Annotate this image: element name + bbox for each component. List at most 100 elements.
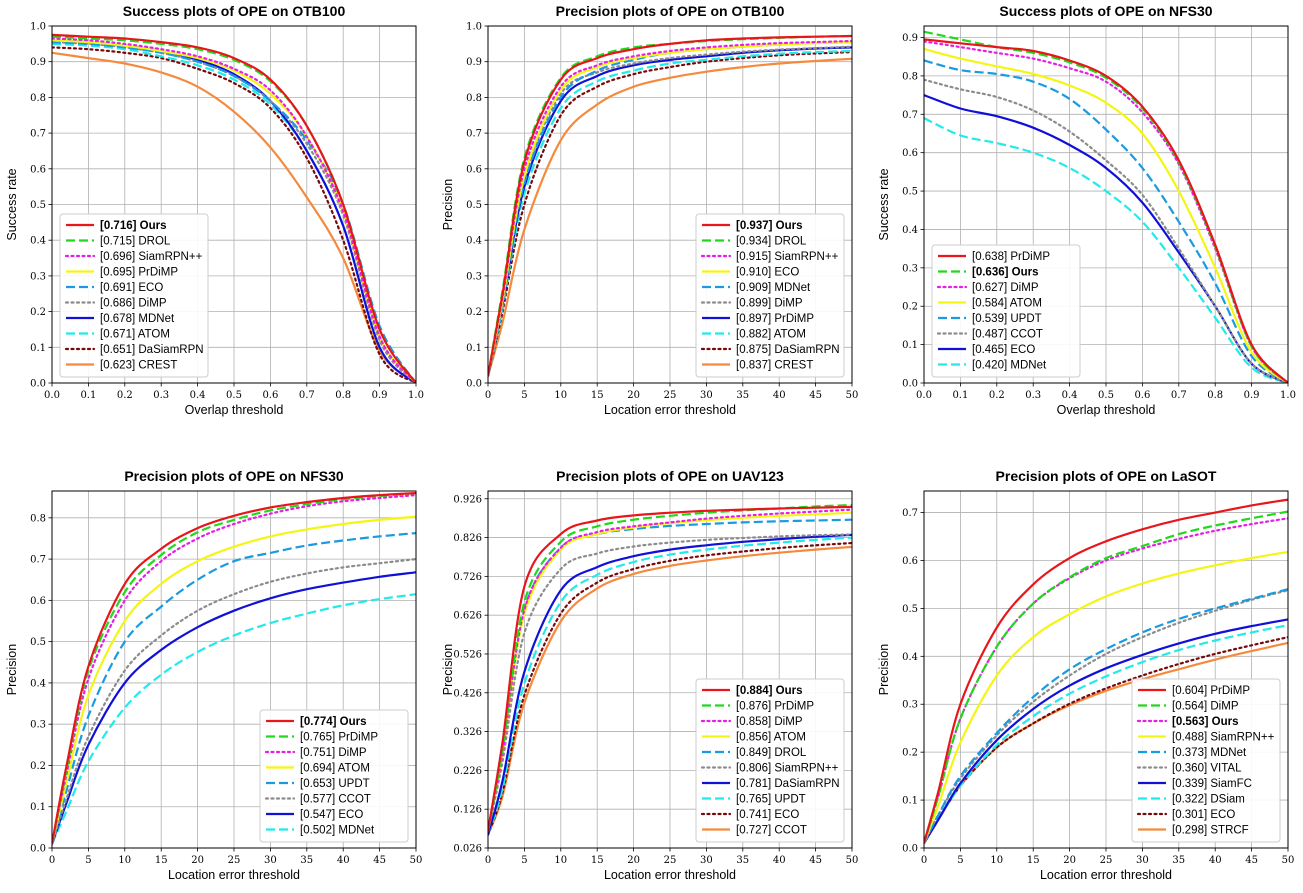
legend-name: ECO [774, 809, 799, 821]
y-tick-label: 0.4 [30, 236, 46, 247]
legend-score: [0.781] [736, 778, 771, 790]
chart-panel-1: 0.0 0.1 0.2 0.3 0.4 0.5 0.6 0.7 0.8 0.9 1.0 0.0 0.1 0… [5, 3, 424, 417]
legend-entry: [0.564] DiMP [1172, 701, 1239, 713]
legend-name: PrDiMP [1010, 251, 1050, 263]
legend-score: [0.691] [100, 282, 135, 294]
legend-entry: [0.781] DaSiamRPN [736, 778, 840, 790]
y-tick-label: 0.426 [453, 688, 482, 699]
y-tick-label: 0.2 [902, 302, 918, 313]
x-tick-label: 10 [554, 390, 567, 401]
legend-entry: [0.322] DSiam [1172, 794, 1245, 806]
x-tick-label: 15 [1027, 855, 1040, 866]
x-axis-label: Overlap threshold [1057, 403, 1156, 417]
series-line-prdimp [488, 46, 852, 377]
series-line-updt [924, 59, 1288, 383]
legend-score: [0.360] [1172, 763, 1207, 775]
x-tick-label: 5 [957, 855, 963, 866]
legend-entry: [0.837] CREST [736, 360, 813, 372]
chart-title: Precision plots of OPE on LaSOT [996, 468, 1217, 484]
legend-entry: [0.577] CCOT [300, 794, 371, 806]
y-tick-label: 0.9 [902, 33, 918, 44]
chart-panel-6: 0 5 10 15 20 25 30 35 40 45 50 0.0 0.1 0.2 0.3 0.4 0.5 0.… [877, 468, 1294, 882]
legend-score: [0.651] [100, 344, 135, 356]
series-line-ours [488, 505, 852, 832]
x-tick-label: 30 [264, 855, 277, 866]
legend-name: ATOM [1010, 298, 1042, 310]
legend-score: [0.915] [736, 251, 771, 263]
x-tick-label: 25 [1100, 855, 1113, 866]
y-axis-label: Success rate [5, 168, 19, 240]
series-line-mdnet [52, 593, 416, 845]
chart-panel-3: 0.0 0.1 0.2 0.3 0.4 0.5 0.6 0.7 0.8 0.9 1.0 0.0 0.1 0… [877, 3, 1296, 417]
x-tick-label: 25 [664, 855, 677, 866]
legend-name: DROL [138, 236, 171, 248]
y-tick-label: 0.3 [902, 700, 918, 711]
legend-entry: [0.695] PrDiMP [100, 267, 178, 279]
legend-box [59, 213, 209, 378]
legend-score: [0.539] [972, 313, 1007, 325]
x-tick-label: 25 [228, 855, 241, 866]
x-tick-label: 30 [700, 855, 713, 866]
y-tick-label: 0.4 [902, 652, 918, 663]
legend-name: ATOM [338, 763, 370, 775]
series-line-ccot [488, 545, 852, 836]
y-tick-label: 0.2 [30, 761, 46, 772]
legend-score: [0.373] [1172, 747, 1207, 759]
legend-entry: [0.727] CCOT [736, 825, 807, 837]
legend-score: [0.806] [736, 763, 771, 775]
legend-name: DSiam [1210, 794, 1245, 806]
legend-name: VITAL [1210, 763, 1242, 775]
legend-score: [0.584] [972, 298, 1007, 310]
series-line-atom [924, 47, 1288, 383]
legend-name: SiamRPN++ [138, 251, 202, 263]
legend-name: ATOM [774, 732, 806, 744]
x-tick-label: 10 [554, 855, 567, 866]
legend-name: DaSiamRPN [774, 344, 839, 356]
y-tick-label: 0.826 [453, 533, 482, 544]
series-line-eco [924, 636, 1288, 845]
x-tick-label: 0.8 [1207, 390, 1223, 401]
legend-entry: [0.373] MDNet [1172, 747, 1247, 759]
y-tick-label: 0.0 [466, 379, 482, 390]
x-tick-label: 30 [700, 390, 713, 401]
legend-box [695, 213, 845, 378]
legend-entry: [0.604] PrDiMP [1172, 685, 1250, 697]
chart-panel-4: 0 5 10 15 20 25 30 35 40 45 50 0.0 0.1 0.2 0.3 0.4 0.5 0.… [5, 468, 422, 882]
series-line-dimp [52, 494, 416, 845]
series-line-ours [488, 34, 852, 377]
legend-entry: [0.899] DiMP [736, 298, 803, 310]
series-line-ccot [924, 78, 1288, 383]
y-tick-label: 0.1 [466, 343, 482, 354]
y-tick-label: 0.026 [453, 844, 482, 855]
legend-name: PrDiMP [774, 701, 814, 713]
x-tick-label: 20 [627, 855, 640, 866]
x-tick-label: 25 [664, 390, 677, 401]
legend-entry: [0.502] MDNet [300, 825, 375, 837]
x-tick-label: 40 [773, 390, 786, 401]
legend-score: [0.876] [736, 701, 771, 713]
y-tick-label: 0.126 [453, 805, 482, 816]
axes-frame [487, 25, 853, 384]
legend-name: UPDT [338, 778, 369, 790]
y-tick-label: 0.5 [902, 187, 918, 198]
y-tick-label: 0.1 [902, 340, 918, 351]
legend-name: ATOM [774, 329, 806, 341]
x-tick-label: 45 [809, 390, 822, 401]
y-tick-label: 1.0 [466, 22, 482, 33]
x-tick-label: 30 [1136, 855, 1149, 866]
chart-panel-5: 0 5 10 15 20 25 30 35 40 45 50 0.026 0.126 0.226 0.326… [441, 468, 858, 882]
legend-score: [0.765] [736, 794, 771, 806]
x-tick-label: 5 [85, 855, 91, 866]
legend-score: [0.741] [736, 809, 771, 821]
x-tick-label: 15 [591, 855, 604, 866]
legend-entry: [0.298] STRCF [1172, 825, 1249, 837]
series-line-siamfc [924, 618, 1288, 844]
x-tick-label: 35 [300, 855, 313, 866]
series-line-prdimp [924, 38, 1288, 383]
y-tick-label: 0.1 [902, 796, 918, 807]
y-tick-label: 0.3 [466, 271, 482, 282]
legend-score: [0.937] [736, 220, 773, 232]
legend-entry: [0.875] DaSiamRPN [736, 344, 840, 356]
x-tick-label: 50 [410, 855, 423, 866]
legend-entry: [0.765] UPDT [736, 794, 806, 806]
